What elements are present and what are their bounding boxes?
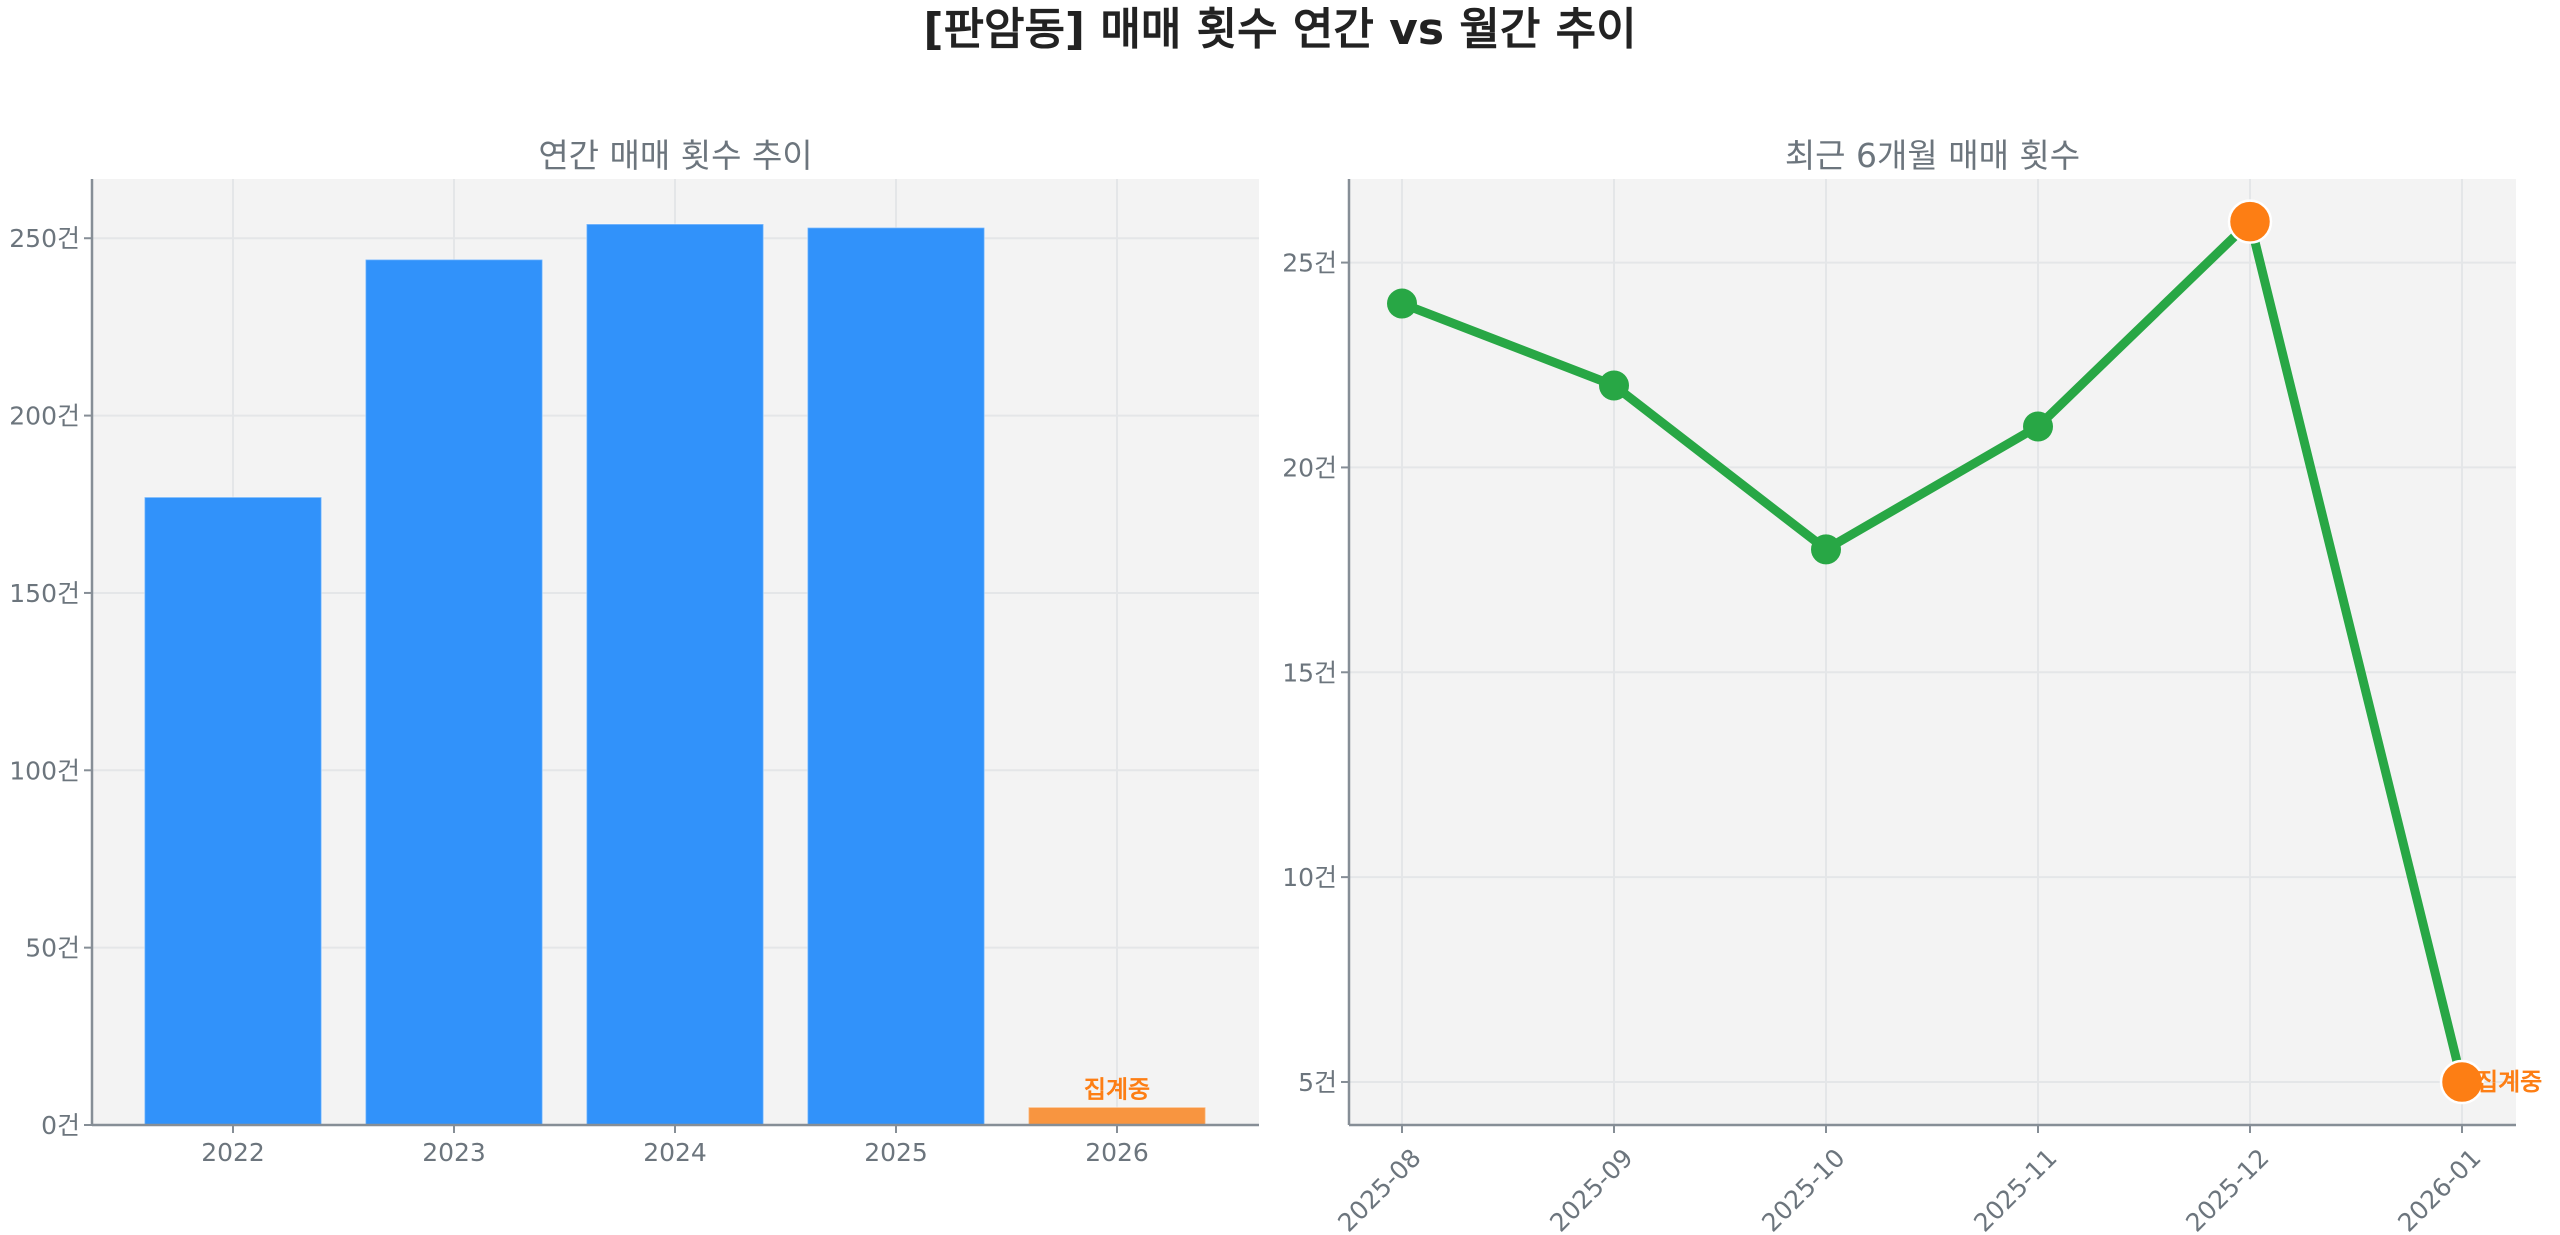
data-point-2025-09 (1599, 370, 1629, 401)
bar-2022 (143, 496, 323, 1126)
x-tick-label: 2025-08 (1332, 1143, 1426, 1235)
x-tick-label: 2023 (422, 1138, 486, 1167)
data-point-2025-08 (1387, 288, 1417, 319)
x-tick-label: 2025-12 (2180, 1143, 2274, 1235)
y-tick-label: 250건 (9, 224, 80, 253)
x-tick-label: 2025-09 (1544, 1143, 1638, 1235)
bar-2026 (1027, 1106, 1207, 1126)
y-tick-label: 150건 (9, 579, 80, 608)
partial-data-label: 집계중 (1084, 1075, 1150, 1103)
y-tick-label: 20건 (1282, 453, 1337, 482)
partial-data-label: 집계중 (2476, 1068, 2542, 1096)
x-tick-label: 2025-10 (1756, 1143, 1850, 1235)
y-tick-label: 200건 (9, 402, 80, 431)
y-tick-label: 10건 (1282, 863, 1337, 892)
y-tick-label: 50건 (25, 934, 80, 963)
y-tick-label: 5건 (1298, 1068, 1337, 1097)
subplot-title: 연간 매매 횟수 추이 (538, 136, 812, 175)
bar-2023 (364, 258, 544, 1126)
y-tick-label: 15건 (1282, 658, 1337, 687)
x-tick-label: 2024 (643, 1138, 707, 1167)
data-point-2025-10 (1811, 534, 1841, 565)
y-tick-label: 0건 (41, 1111, 80, 1140)
plot-area (1349, 179, 2516, 1125)
x-tick-label: 2026-01 (2392, 1143, 2486, 1235)
bar-2025 (806, 226, 986, 1126)
trend-line (1400, 217, 2467, 1084)
x-tick-label: 2022 (201, 1138, 265, 1167)
subplot-title: 최근 6개월 매매 횟수 (1785, 136, 2080, 175)
data-point-2025-11 (2023, 411, 2053, 442)
x-tick-label: 2026 (1085, 1138, 1149, 1167)
highlight-point-2025-12 (2227, 199, 2273, 244)
y-tick-label: 25건 (1282, 249, 1337, 278)
highlight-point-2026-01 (2439, 1059, 2485, 1105)
x-tick-label: 2025 (864, 1138, 928, 1167)
bar-2024 (585, 223, 765, 1126)
figure-title: [판암동] 매매 횟수 연간 vs 월간 추이 (923, 4, 1637, 55)
y-tick-label: 100건 (9, 756, 80, 785)
x-tick-label: 2025-11 (1968, 1143, 2062, 1235)
